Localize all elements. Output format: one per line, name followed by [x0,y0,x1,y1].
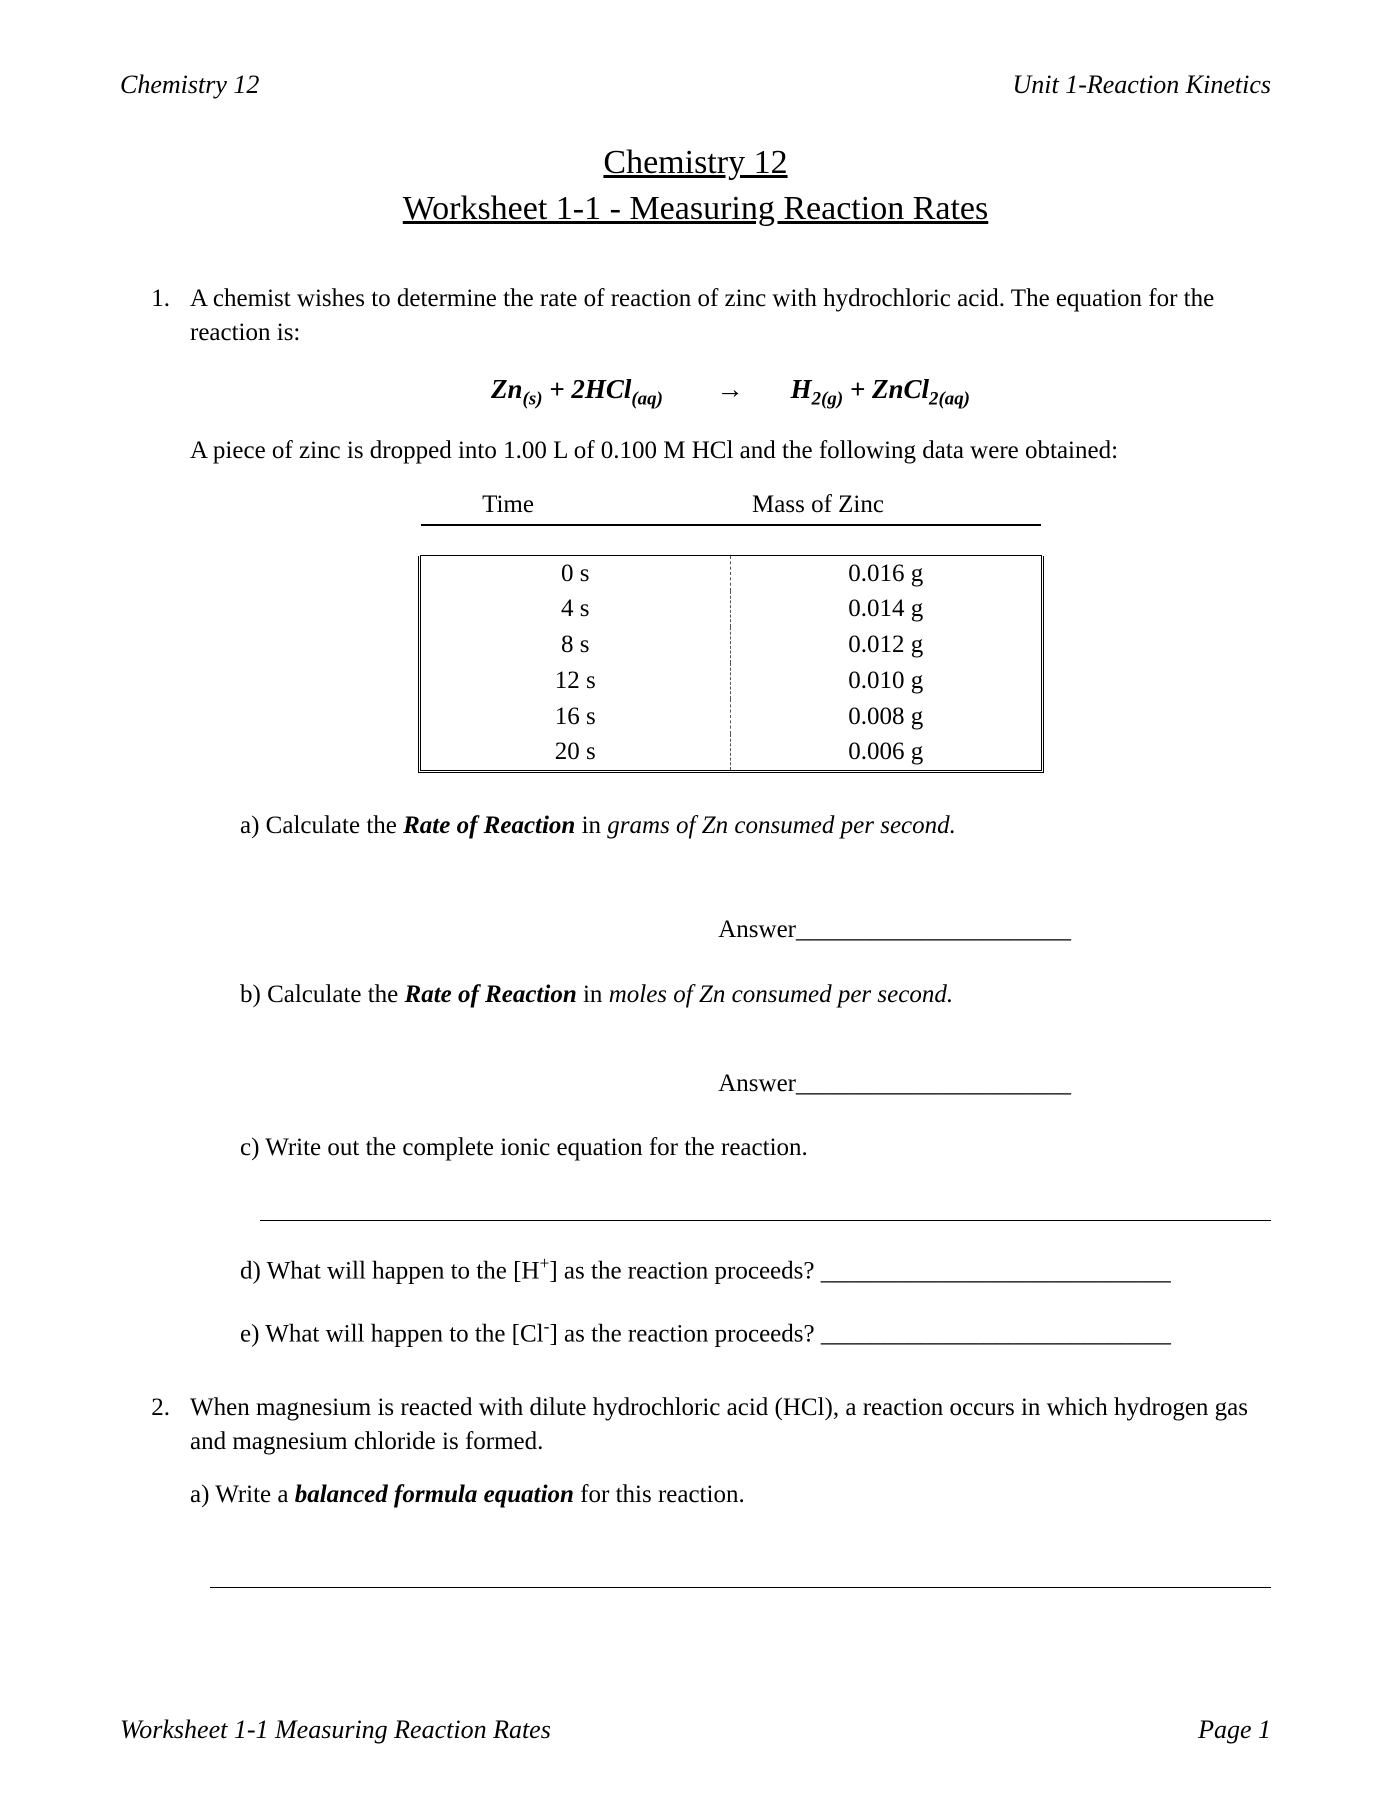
q2-body: When magnesium is reacted with dilute hy… [190,1391,1271,1618]
table-row: 12 s0.010 g [421,663,1041,699]
q1e: e) What will happen to the [Cl-] as the … [240,1314,1271,1351]
eq-plus2: + [850,374,872,404]
table-cell-mass: 0.010 g [730,663,1040,699]
q1c: c) Write out the complete ionic equation… [240,1130,1271,1165]
q1a-answer: Answer [190,913,1271,947]
worksheet-page: Chemistry 12 Unit 1-Reaction Kinetics Ch… [0,0,1391,1800]
footer-left: Worksheet 1-1 Measuring Reaction Rates [120,1715,551,1745]
eq-zn: Zn [491,374,523,404]
eq-zncl2: ZnCl [872,374,929,404]
q2a-blank [210,1557,1271,1588]
q1b-mid: in [577,981,609,1008]
page-footer: Worksheet 1-1 Measuring Reaction Rates P… [120,1715,1271,1745]
table-cell-mass: 0.016 g [730,556,1040,592]
q1-body: A chemist wishes to determine the rate o… [190,282,1271,1361]
table-row: 4 s0.014 g [421,591,1041,627]
table-cell-mass: 0.008 g [730,699,1040,735]
q2a: a) Write a balanced formula equation for… [190,1477,1271,1512]
q1-intro: A chemist wishes to determine the rate o… [190,282,1271,350]
q2-number: 2. [120,1391,190,1618]
q2a-post: for this reaction. [574,1481,745,1508]
table-cell-mass: 0.012 g [730,627,1040,663]
eq-2hcl: 2HCl [571,374,631,404]
table-row: 8 s0.012 g [421,627,1041,663]
question-1: 1. A chemist wishes to determine the rat… [120,282,1271,1361]
q1e-pre: e) What will happen to the [Cl [240,1320,544,1347]
title-line2: Worksheet 1-1 - Measuring Reaction Rates [120,186,1271,232]
q1e-post: ] as the reaction proceeds? [549,1320,814,1347]
q1b-bold: Rate of Reaction [405,981,577,1008]
q1a-pre: a) Calculate the [240,812,403,839]
table-cell-time: 12 s [421,663,731,699]
table-col2: Mass of Zinc [596,486,1041,525]
eq-h2: H [791,374,812,404]
q1c-blank [260,1190,1271,1221]
data-table-wrap: Time Mass of Zinc 0 s0.016 g4 s0.014 g8 … [190,486,1271,783]
eq-hcl-state: (aq) [631,389,662,410]
page-header: Chemistry 12 Unit 1-Reaction Kinetics [120,70,1271,100]
q1b-answer: Answer [190,1067,1271,1101]
q1a-mid: in [575,812,607,839]
table-row: 0 s0.016 g [421,556,1041,592]
footer-right: Page 1 [1198,1715,1271,1745]
table-cell-time: 4 s [421,591,731,627]
q1a: a) Calculate the Rate of Reaction in gra… [240,808,1271,843]
table-row: 16 s0.008 g [421,699,1041,735]
q1-after-eq: A piece of zinc is dropped into 1.00 L o… [190,434,1271,468]
table-cell-time: 16 s [421,699,731,735]
header-left: Chemistry 12 [120,70,259,100]
q1a-it: grams of Zn consumed per second. [607,812,956,839]
table-col1: Time [421,486,596,525]
table-cell-mass: 0.014 g [730,591,1040,627]
q2a-pre: a) Write a [190,1481,295,1508]
table-cell-time: 8 s [421,627,731,663]
eq-zn-state: (s) [523,389,543,410]
eq-arrow: → [697,374,764,404]
eq-zncl2-state: 2(aq) [929,389,970,410]
title-block: Chemistry 12 Worksheet 1-1 - Measuring R… [120,140,1271,232]
q1b-pre: b) Calculate the [240,981,405,1008]
title-line1: Chemistry 12 [120,140,1271,186]
header-right: Unit 1-Reaction Kinetics [1012,70,1271,100]
q1d: d) What will happen to the [H+] as the r… [240,1251,1271,1288]
reaction-equation: Zn(s) + 2HCl(aq) → H2(g) + ZnCl2(aq) [190,371,1271,412]
q2a-bold: balanced formula equation [295,1481,574,1508]
data-table: Time Mass of Zinc [421,486,1041,526]
q1a-bold: Rate of Reaction [403,812,575,839]
q2-intro: When magnesium is reacted with dilute hy… [190,1391,1271,1459]
table-cell-time: 20 s [421,734,731,770]
table-cell-time: 0 s [421,556,731,592]
q1b-it: moles of Zn consumed per second. [609,981,953,1008]
q1d-pre: d) What will happen to the [H [240,1258,539,1285]
table-cell-mass: 0.006 g [730,734,1040,770]
q1b: b) Calculate the Rate of Reaction in mol… [240,977,1271,1012]
question-2: 2. When magnesium is reacted with dilute… [120,1391,1271,1618]
q1-number: 1. [120,282,190,1361]
q1d-post: ] as the reaction proceeds? [549,1258,814,1285]
table-row: 20 s0.006 g [421,734,1041,770]
eq-plus1: + [549,374,571,404]
eq-h2-state: 2(g) [812,389,843,410]
q1d-sup: + [539,1253,549,1273]
